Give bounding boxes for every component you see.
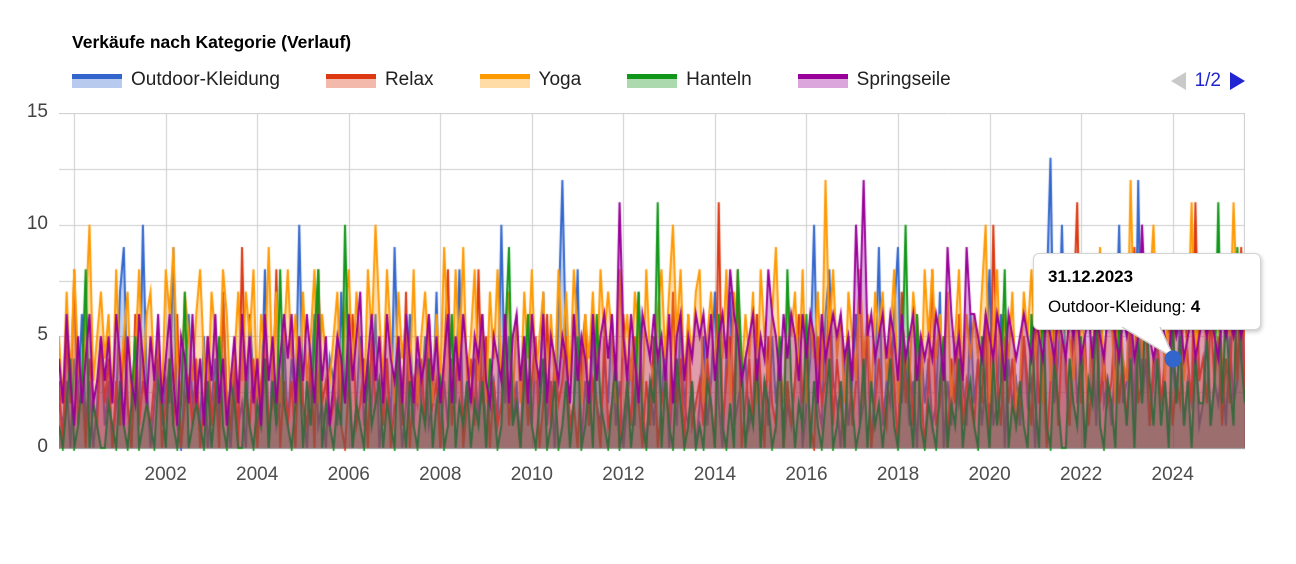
tooltip-value: 4 <box>1190 297 1201 316</box>
tooltip-series-line: Outdoor-Kleidung: 4 <box>1048 295 1246 319</box>
legend-line-sample <box>797 73 848 79</box>
chart-title: Verkäufe nach Kategorie (Verlauf) <box>72 32 352 52</box>
legend-area-sample <box>797 78 848 88</box>
x-axis-tick: 2024 <box>1151 464 1194 485</box>
x-axis-tick: 2022 <box>1059 464 1103 485</box>
legend-swatch-hanteln <box>627 73 678 88</box>
legend-item-springseile: Springseile <box>797 69 951 91</box>
legend-swatch-outdoor-kleidung <box>72 73 122 88</box>
tooltip-date: 31.12.2023 <box>1048 267 1134 286</box>
legend-item-relax: Relax <box>325 69 434 91</box>
x-axis-tick: 2004 <box>236 464 279 485</box>
legend-area-sample <box>627 78 678 88</box>
y-axis-tick: 10 <box>26 212 48 234</box>
x-axis-tick: 2006 <box>327 464 370 485</box>
x-axis-tick: 2018 <box>876 464 920 485</box>
x-axis-tick: 2010 <box>510 464 553 485</box>
tooltip-series-label: Outdoor-Kleidung: <box>1048 297 1191 316</box>
legend-swatch-springseile <box>797 73 848 88</box>
tooltip: 31.12.2023 Outdoor-Kleidung: 4 <box>1033 253 1261 330</box>
next-page-icon[interactable] <box>1230 72 1245 90</box>
x-axis-tick: 2020 <box>968 464 1011 485</box>
x-axis-tick: 2008 <box>419 464 462 485</box>
highlighted-data-point[interactable] <box>1164 350 1182 368</box>
legend-label: Hanteln <box>686 69 752 90</box>
legend-item-yoga: Yoga <box>479 69 582 91</box>
x-axis-tick: 2014 <box>693 464 737 485</box>
x-axis-tick: 2016 <box>785 464 828 485</box>
legend-item-hanteln: Hanteln <box>627 69 752 91</box>
legend-label: Yoga <box>538 69 582 90</box>
legend-item-outdoor-kleidung: Outdoor-Kleidung <box>72 69 280 91</box>
y-axis-tick: 5 <box>37 324 48 346</box>
previous-page-icon[interactable] <box>1170 72 1186 90</box>
chart-legend: Outdoor-Kleidung Relax Yoga Hanteln <box>72 69 951 91</box>
legend-line-sample <box>627 73 678 79</box>
legend-area-sample <box>72 78 122 88</box>
legend-swatch-relax <box>325 73 376 88</box>
legend-area-sample <box>479 78 530 88</box>
x-axis-tick: 2002 <box>144 464 187 485</box>
y-axis-tick: 0 <box>37 436 48 457</box>
page-indicator: 1/2 <box>1194 70 1221 91</box>
legend-label: Outdoor-Kleidung <box>131 69 280 90</box>
legend-label: Springseile <box>856 69 951 90</box>
y-axis-tick: 15 <box>26 101 48 122</box>
legend-swatch-yoga <box>479 73 530 88</box>
x-axis-tick: 2012 <box>602 464 645 485</box>
legend-line-sample <box>479 73 530 79</box>
legend-label: Relax <box>384 69 434 90</box>
legend-area-sample <box>325 78 376 88</box>
legend-line-sample <box>325 73 376 79</box>
legend-pagination: 1/2 <box>1170 70 1245 92</box>
legend-line-sample <box>72 73 122 79</box>
